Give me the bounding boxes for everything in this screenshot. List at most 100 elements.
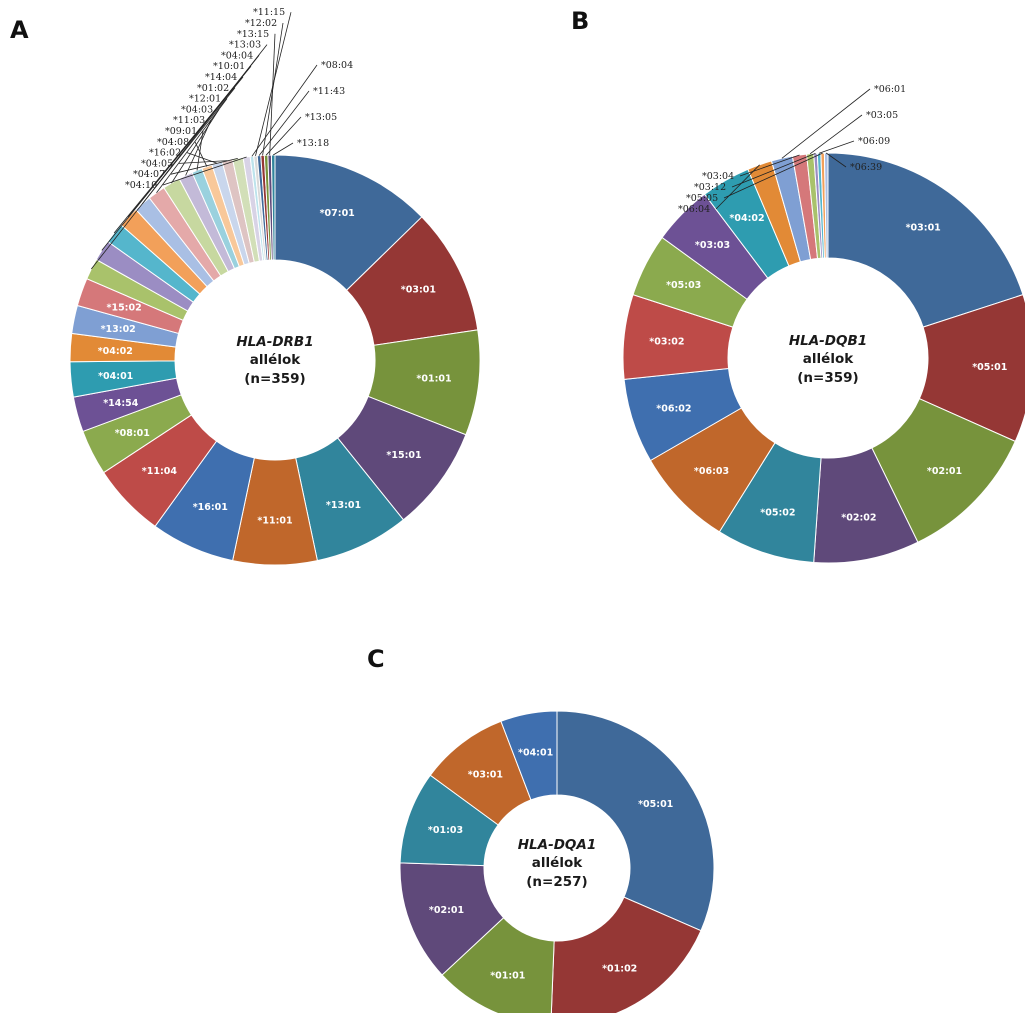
leader-line (781, 88, 871, 159)
slice-label: *13:01 (326, 500, 361, 511)
center-title-dqb1: HLA-DQB1 (789, 333, 867, 349)
leader-line (196, 130, 204, 171)
callout-label: *12:01 (189, 94, 221, 105)
leader-line (156, 98, 228, 193)
leader-line (113, 65, 252, 234)
donut-chart-dqb1: *03:01 *05:01 *02:01 *02:02 *05:02 *06:03 *06:… (622, 84, 1025, 564)
callout-label: *09:01 (165, 126, 197, 137)
center-count-dqb1: (n=359) (797, 370, 858, 386)
leader-line (818, 140, 855, 154)
callout-label: *13:03 (229, 40, 261, 51)
leader-line (731, 153, 816, 188)
callout-label: *16:02 (149, 148, 181, 159)
callout-label: *11:03 (173, 115, 205, 126)
slice-label: *02:01 (429, 905, 464, 916)
slice-06-39 (823, 152, 829, 259)
leader-line (825, 152, 847, 168)
panel-letter-a: A (10, 16, 29, 44)
leader-line (171, 109, 220, 184)
leader-line (809, 114, 863, 155)
center-subtitle-drb1: allélok (250, 352, 301, 368)
callout-label: *04:10 (125, 180, 157, 191)
slice-13-18 (270, 154, 276, 261)
callout-label: *13:15 (237, 29, 269, 40)
callout-label: *04:05 (141, 158, 173, 169)
leader-line (269, 33, 276, 156)
slice-label: *01:02 (602, 963, 637, 974)
slice-label: *06:03 (694, 466, 729, 477)
callout-label: *03:12 (694, 182, 726, 193)
slice-label: *01:01 (416, 374, 451, 385)
slice-label: *15:01 (386, 450, 421, 461)
callout-label: *04:04 (221, 50, 253, 61)
donut-chart-dqa1: *05:01 *01:02 *01:01 *02:01 *01:03 *03:01 *04:… (399, 710, 715, 1013)
callout-label: *04:03 (181, 104, 213, 115)
slice-label: *01:03 (428, 825, 463, 836)
slice-label: *06:02 (656, 404, 691, 415)
slice-label: *03:02 (649, 337, 684, 348)
leader-line (258, 90, 310, 156)
leader-line (178, 160, 228, 164)
slice-label: *05:02 (760, 508, 795, 519)
slice-label: *05:01 (638, 799, 673, 810)
slice-label: *04:01 (518, 748, 553, 759)
slice-label: *16:01 (193, 502, 228, 513)
callout-label: *03:04 (702, 171, 734, 182)
center-title-drb1: HLA-DRB1 (236, 334, 313, 350)
callout-label: *14:04 (205, 72, 237, 83)
leader-line (170, 158, 238, 175)
slice-label: *02:01 (927, 466, 962, 477)
slice-label: *03:03 (695, 240, 730, 251)
center-count-dqa1: (n=257) (526, 874, 587, 890)
callout-label: *04:07 (133, 169, 165, 180)
slice-01-02 (550, 896, 702, 1013)
callout-label: *08:04 (321, 60, 353, 71)
callout-label: *06:39 (850, 162, 882, 173)
leader-line (715, 164, 760, 210)
slice-label: *08:01 (115, 428, 150, 439)
callout-label: *11:43 (313, 86, 345, 97)
panel-letter-c: C (367, 645, 385, 673)
donut-chart-drb1: *07:01 *03:01 *01:01 *15:01 *13:01 *11:01 *16:… (69, 7, 481, 566)
leader-line (265, 116, 302, 156)
slice-label: *02:02 (841, 513, 876, 524)
leader-line (723, 152, 823, 199)
slice-label: *14:54 (103, 398, 139, 409)
callout-label: *11:15 (253, 7, 285, 18)
slice-03-01 (827, 152, 1024, 328)
callout-label: *06:01 (874, 84, 906, 95)
callout-label: *04:08 (157, 137, 189, 148)
leader-line (142, 87, 236, 204)
callout-label: *12:02 (245, 18, 277, 29)
slice-label: *07:01 (320, 208, 355, 219)
slice-label: *15:02 (106, 302, 141, 313)
leader-line (272, 142, 294, 156)
leader-line (739, 154, 800, 177)
callout-label: *13:05 (305, 112, 337, 123)
callout-label: *06:04 (678, 204, 710, 215)
slice-04-01 (500, 710, 558, 801)
slice-label: *03:01 (468, 770, 503, 781)
leader-line (251, 64, 318, 157)
center-count-drb1: (n=359) (244, 371, 305, 387)
callout-label: *10:01 (213, 61, 245, 72)
slice-label: *01:01 (490, 971, 525, 982)
slice-05-01 (556, 710, 715, 932)
leader-line (194, 141, 208, 167)
slice-label: *04:02 (729, 213, 764, 224)
leader-line (127, 76, 244, 218)
leader-line (162, 156, 247, 186)
slice-label: *13:02 (101, 324, 136, 335)
callout-label: *13:18 (297, 138, 329, 149)
slice-label: *11:01 (257, 516, 292, 527)
slice-label: *03:01 (906, 222, 941, 233)
callout-label: *01:02 (197, 83, 229, 94)
panel-letter-b: B (571, 7, 589, 35)
callout-label: *06:09 (858, 136, 890, 147)
center-subtitle-dqb1: allélok (803, 351, 854, 367)
callout-label: *05:05 (686, 193, 718, 204)
center-title-dqa1: HLA-DQA1 (518, 837, 596, 853)
center-subtitle-dqa1: allélok (532, 855, 583, 871)
